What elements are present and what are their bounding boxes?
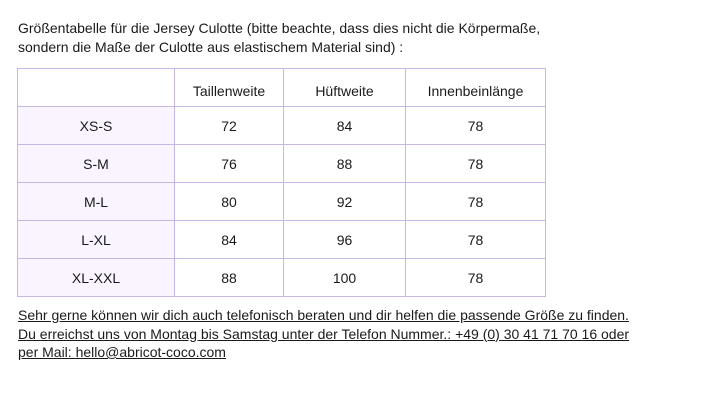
waist-cell: 80 [174, 182, 284, 221]
table-header-row: Taillenweite Hüftweite Innenbeinlänge [17, 68, 546, 107]
mail-prefix: per Mail: [18, 344, 76, 360]
size-cell: M-L [17, 182, 175, 221]
hip-cell: 88 [283, 144, 406, 183]
intro-text: Größentabelle für die Jersey Culotte (bi… [18, 19, 658, 57]
header-cell-waist: Taillenweite [174, 68, 284, 107]
size-cell: XL-XXL [17, 258, 175, 297]
contact-text: Sehr gerne können wir dich auch telefoni… [18, 306, 708, 362]
table-row: S-M 76 88 78 [17, 144, 546, 183]
table-row: M-L 80 92 78 [17, 182, 546, 221]
size-cell: L-XL [17, 220, 175, 259]
size-cell: S-M [17, 144, 175, 183]
table-row: L-XL 84 96 78 [17, 220, 546, 259]
waist-cell: 84 [174, 220, 284, 259]
table-row: XS-S 72 84 78 [17, 106, 546, 145]
inseam-cell: 78 [405, 106, 546, 145]
contact-line-3: per Mail: hello@abricot-coco.com [18, 343, 708, 362]
contact-line-1: Sehr gerne können wir dich auch telefoni… [18, 307, 629, 323]
table-row: XL-XXL 88 100 78 [17, 258, 546, 297]
header-cell-hip: Hüftweite [283, 68, 406, 107]
waist-cell: 72 [174, 106, 284, 145]
hip-cell: 92 [283, 182, 406, 221]
email-link[interactable]: hello@abricot-coco.com [75, 344, 226, 360]
intro-line-1: Größentabelle für die Jersey Culotte (bi… [18, 20, 541, 36]
header-cell-size [17, 68, 175, 107]
waist-cell: 76 [174, 144, 284, 183]
header-cell-inseam: Innenbeinlänge [405, 68, 546, 107]
waist-cell: 88 [174, 258, 284, 297]
hip-cell: 84 [283, 106, 406, 145]
intro-line-2: sondern die Maße der Culotte aus elastis… [18, 39, 404, 55]
inseam-cell: 78 [405, 220, 546, 259]
inseam-cell: 78 [405, 144, 546, 183]
inseam-cell: 78 [405, 258, 546, 297]
size-cell: XS-S [17, 106, 175, 145]
hip-cell: 96 [283, 220, 406, 259]
inseam-cell: 78 [405, 182, 546, 221]
size-table: Taillenweite Hüftweite Innenbeinlänge XS… [17, 68, 546, 297]
contact-line-2: Du erreichst uns von Montag bis Samstag … [18, 325, 630, 342]
hip-cell: 100 [283, 258, 406, 297]
